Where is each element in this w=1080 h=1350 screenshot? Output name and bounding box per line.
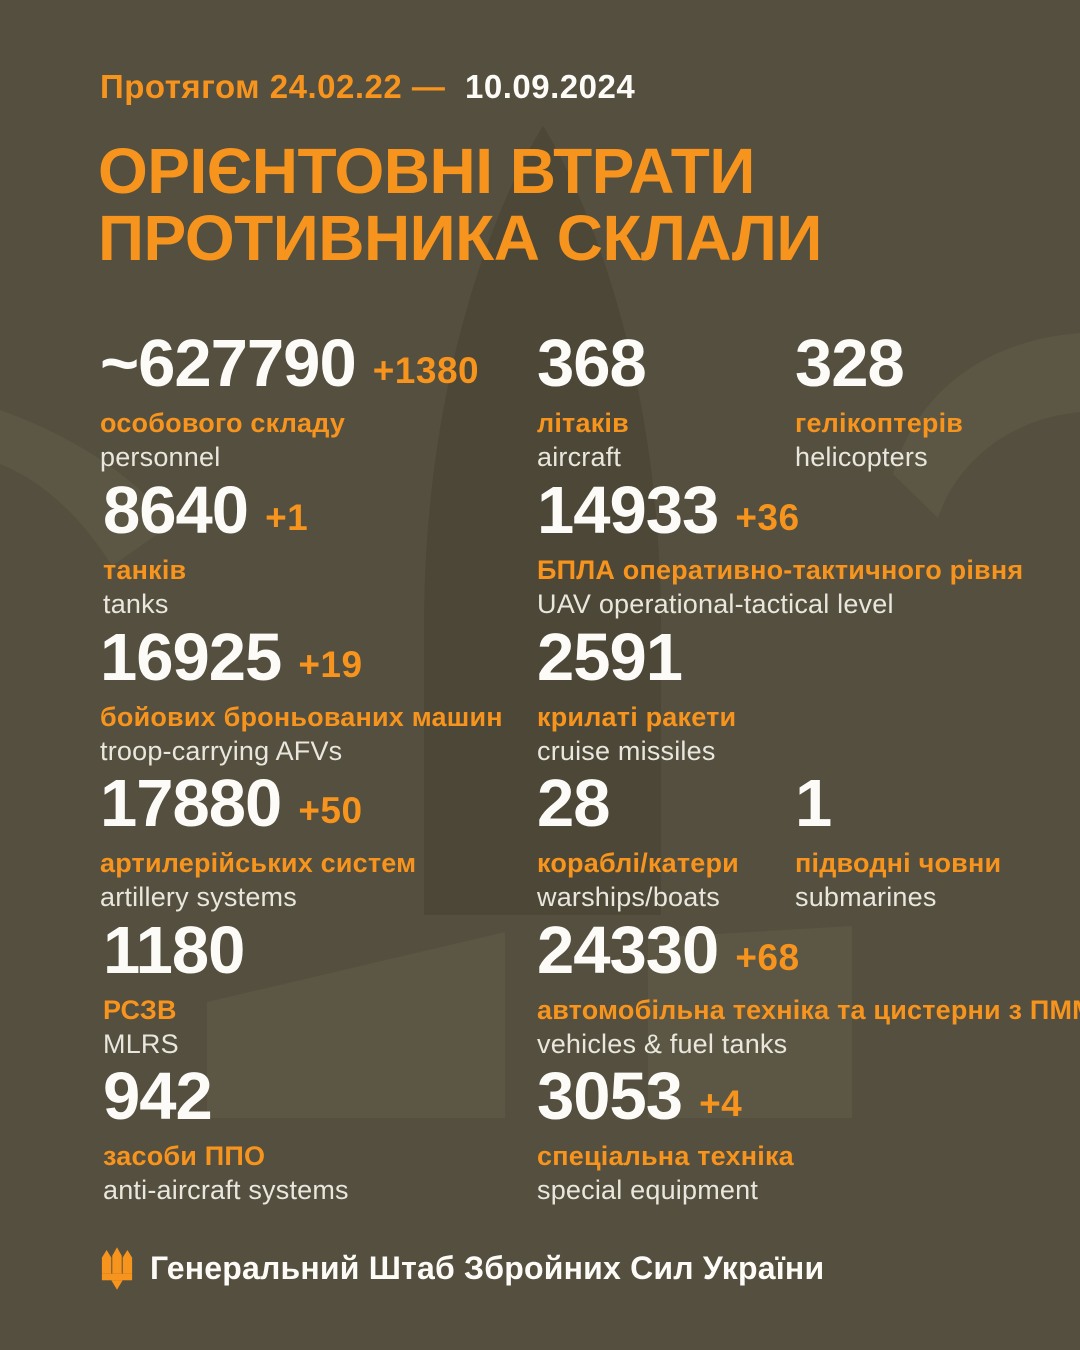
stat-value: 2591 <box>537 620 683 695</box>
stat-value: 1180 <box>103 913 245 988</box>
stat-delta: +50 <box>298 790 363 831</box>
stat-delta: +19 <box>298 644 363 685</box>
stat-label-uk: спеціальна техніка <box>537 1141 794 1171</box>
stat-label-uk: крилаті ракети <box>537 702 737 732</box>
stat-value: 942 <box>103 1059 213 1134</box>
stat-label-uk: танків <box>103 555 187 585</box>
stat-label-uk: засоби ППО <box>103 1141 266 1171</box>
footer: Генеральний Штаб Збройних Сил України <box>100 1245 824 1291</box>
stat-special-equipment: 3053 +4 спеціальна техніка special equipm… <box>537 1063 794 1206</box>
stat-delta: +68 <box>735 937 800 978</box>
stat-label-uk: кораблі/катери <box>537 848 739 878</box>
stat-label-uk: автомобільна техніка та цистерни з ПММ <box>537 995 1080 1025</box>
stat-value: 8640 <box>103 473 249 548</box>
tryzub-icon <box>101 1247 133 1290</box>
stat-delta: +1 <box>265 497 309 538</box>
stat-aircraft: 368 літаків aircraft <box>537 330 663 473</box>
stat-value: 368 <box>537 326 647 401</box>
stat-label-uk: гелікоптерів <box>795 408 964 438</box>
stat-value: 28 <box>537 766 611 841</box>
stat-uav: 14933 +36 БПЛА оперативно-тактичного рівн… <box>537 477 1023 620</box>
stat-tanks: 8640 +1 танків tanks <box>103 477 308 620</box>
report-period: Протягом 24.02.22 — 10.09.2024 <box>100 68 635 106</box>
stat-submarines: 1 підводні човни submarines <box>795 770 1001 913</box>
organization-name: Генеральний Штаб Збройних Сил України <box>150 1249 825 1286</box>
page-title: ОРІЄНТОВНІ ВТРАТИ ПРОТИВНИКА СКЛАЛИ <box>98 138 822 271</box>
stat-delta: +4 <box>699 1083 743 1124</box>
stat-label-en: warships/boats <box>537 882 720 913</box>
stat-label-en: vehicles & fuel tanks <box>537 1029 788 1060</box>
stat-afv: 16925 +19 бойових броньованих машин troop… <box>100 624 503 767</box>
stat-value: 1 <box>795 766 832 841</box>
stat-personnel: ~627790 +1380 особового складу personnel <box>100 330 479 473</box>
stat-label-en: personnel <box>100 442 221 473</box>
stat-label-en: helicopters <box>795 442 928 473</box>
stat-cruise-missiles: 2591 крилаті ракети cruise missiles <box>537 624 736 767</box>
title-line-1: ОРІЄНТОВНІ ВТРАТИ <box>98 135 755 207</box>
stat-value: 14933 <box>537 473 719 548</box>
stat-delta: +36 <box>735 497 800 538</box>
stat-label-en: artillery systems <box>100 882 297 913</box>
stat-value: 3053 <box>537 1059 683 1134</box>
stat-label-en: troop-carrying AFVs <box>100 736 343 767</box>
stat-label-uk: літаків <box>537 408 629 438</box>
stat-label-en: submarines <box>795 882 937 913</box>
stat-label-en: UAV operational-tactical level <box>537 589 894 620</box>
stat-label-en: cruise missiles <box>537 736 716 767</box>
stat-value: 16925 <box>100 620 282 695</box>
stat-label-en: anti-aircraft systems <box>103 1175 349 1206</box>
stat-value: 24330 <box>537 913 719 988</box>
stat-value: 17880 <box>100 766 282 841</box>
stat-label-en: special equipment <box>537 1175 759 1206</box>
stat-label-uk: артилерійських систем <box>100 848 417 878</box>
stat-warships: 28 кораблі/катери warships/boats <box>537 770 739 913</box>
stat-artillery: 17880 +50 артилерійських систем artillery… <box>100 770 416 913</box>
stat-helicopters: 328 гелікоптерів helicopters <box>795 330 963 473</box>
title-line-2: ПРОТИВНИКА СКЛАЛИ <box>98 201 822 274</box>
report-date: 10.09.2024 <box>465 68 636 105</box>
stat-delta: +1380 <box>372 350 480 391</box>
stat-label-en: MLRS <box>103 1029 179 1060</box>
stat-mlrs: 1180 РСЗВ MLRS <box>103 917 261 1060</box>
stat-label-en: tanks <box>103 589 169 620</box>
stat-label-uk: особового складу <box>100 408 346 438</box>
stat-label-uk: БПЛА оперативно-тактичного рівня <box>537 555 1024 585</box>
stat-anti-aircraft: 942 засоби ППО anti-aircraft systems <box>103 1063 349 1206</box>
stat-label-uk: РСЗВ <box>103 995 177 1025</box>
stat-value: ~627790 <box>100 326 357 401</box>
stat-label-uk: підводні човни <box>795 848 1002 878</box>
period-start: Протягом 24.02.22 — <box>100 68 446 105</box>
stat-value: 328 <box>795 326 905 401</box>
stat-label-uk: бойових броньованих машин <box>100 702 503 732</box>
stat-vehicles: 24330 +68 автомобільна техніка та цистерн… <box>537 917 1080 1060</box>
stat-label-en: aircraft <box>537 442 622 473</box>
